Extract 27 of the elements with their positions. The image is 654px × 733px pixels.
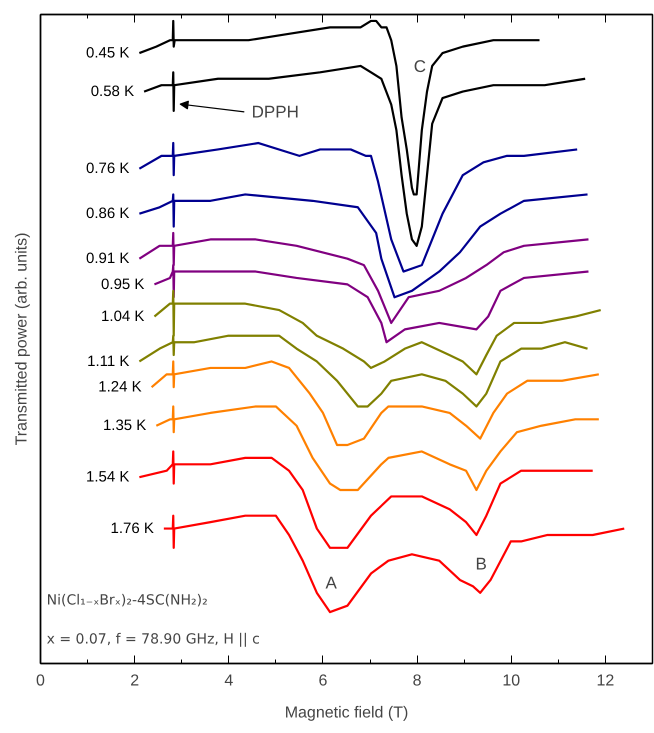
annotation: x = 0.07, f = 78.90 GHz, H || c: [46, 631, 260, 648]
annotation: A: [326, 574, 338, 593]
x-tick-label: 4: [224, 672, 234, 690]
series-label: 0.76 K: [86, 160, 130, 178]
series-label: 1.04 K: [101, 308, 144, 326]
x-tick-label: 0: [36, 672, 46, 690]
annotation: B: [475, 554, 487, 574]
series-label: 0.45 K: [86, 44, 130, 62]
annotation: C: [414, 56, 426, 76]
series-label: 0.91 K: [86, 250, 130, 268]
x-tick-label: 10: [502, 672, 520, 690]
x-tick-label: 6: [318, 672, 328, 690]
x-axis-title: Magnetic field (T): [284, 704, 408, 722]
y-axis-title: Transmitted power (arb. units): [14, 232, 30, 446]
series-label: 1.76 K: [110, 520, 154, 538]
annotation: Ni(Cl₁₋ₓBrₓ)₂-4SC(NH₂)₂: [46, 592, 208, 609]
series-label: 0.86 K: [86, 205, 130, 222]
annotation: DPPH: [252, 102, 299, 122]
x-tick-label: 12: [596, 672, 614, 690]
series-label: 0.95 K: [101, 276, 144, 293]
series-label: 1.11 K: [87, 352, 130, 370]
series-label: 1.35 K: [102, 417, 146, 434]
x-tick-label: 2: [130, 672, 140, 690]
series-label: 0.58 K: [90, 83, 134, 100]
series-label: 1.24 K: [98, 378, 142, 396]
series-label: 1.54 K: [86, 468, 130, 486]
x-tick-label: 8: [412, 672, 422, 690]
